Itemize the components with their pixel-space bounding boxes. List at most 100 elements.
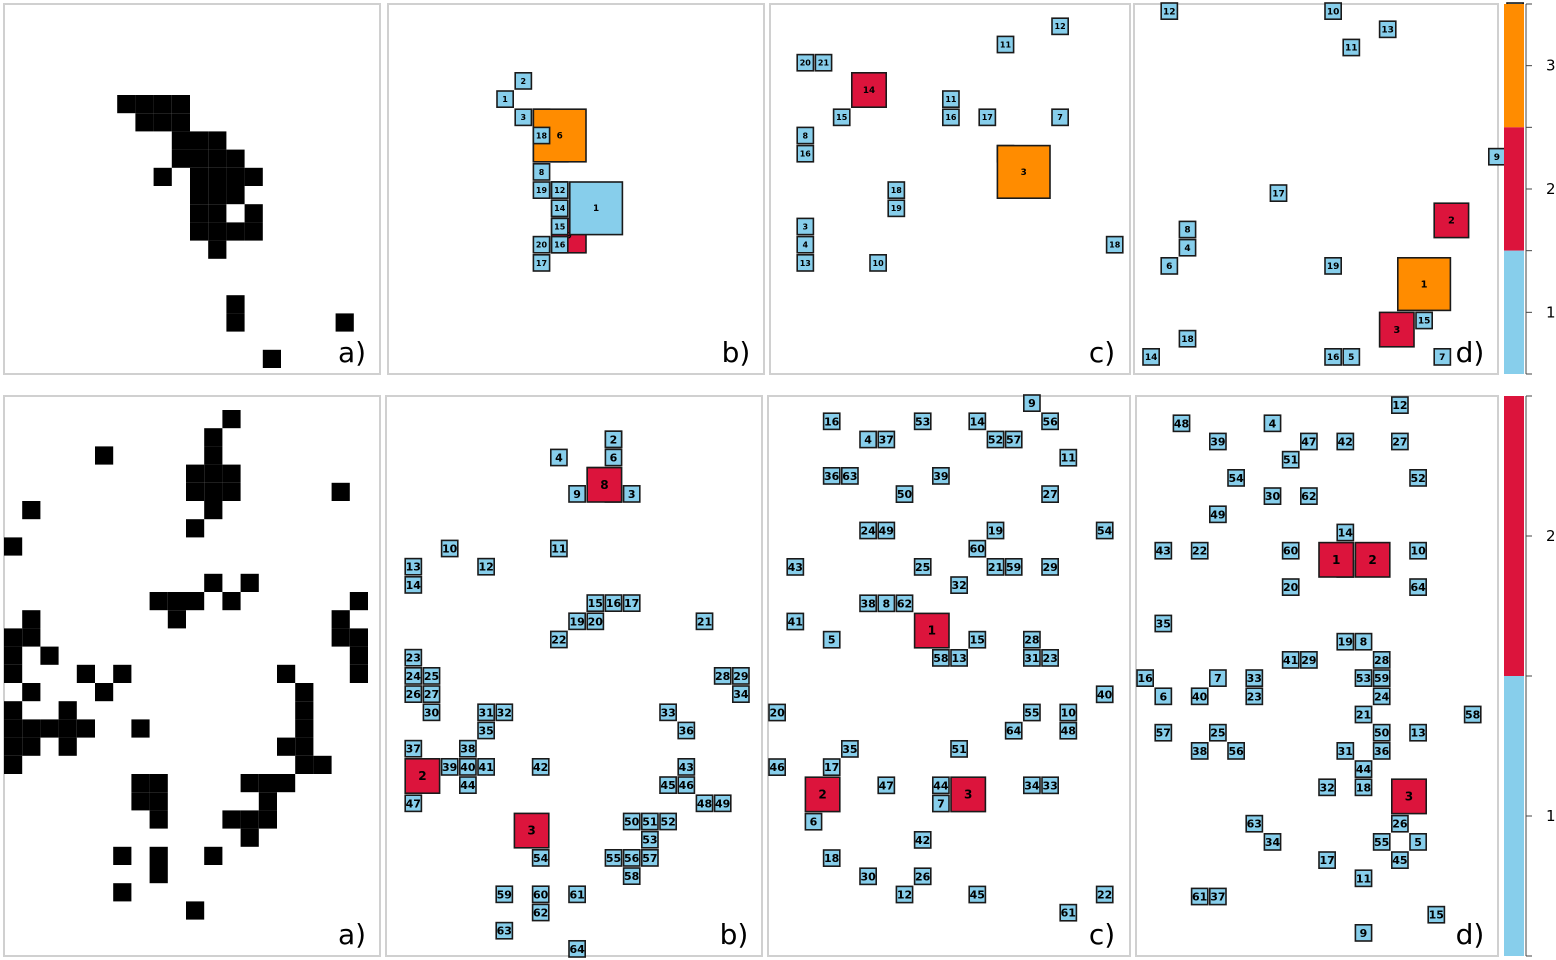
pixel xyxy=(186,482,205,501)
node-label: 10 xyxy=(873,259,885,268)
node-label: 35 xyxy=(478,724,493,737)
node-box xyxy=(731,666,750,685)
pixel xyxy=(76,719,95,738)
pixel xyxy=(226,313,245,332)
legend-row-1: 1 2 3 xyxy=(1504,3,1556,375)
panel-label-a-row1: a) xyxy=(338,336,366,369)
pixel xyxy=(167,592,186,611)
pixel xyxy=(4,646,23,665)
node-label: 3 xyxy=(964,787,972,801)
node-box xyxy=(786,612,805,631)
node-box xyxy=(1342,347,1361,366)
pixel xyxy=(4,755,23,774)
node-box xyxy=(913,557,932,576)
node-label: 25 xyxy=(1210,727,1225,740)
node-box xyxy=(869,254,888,272)
node-box xyxy=(1105,235,1124,254)
pixel xyxy=(349,664,368,683)
node-box xyxy=(477,703,496,722)
pixel xyxy=(186,592,205,611)
node-label: 7 xyxy=(1439,353,1445,363)
node-label: 56 xyxy=(1228,745,1244,758)
node-label: 38 xyxy=(860,597,875,610)
node-box xyxy=(1324,256,1343,275)
node-label: 20 xyxy=(536,241,548,250)
node-label: 16 xyxy=(606,597,622,610)
pixel xyxy=(95,683,114,702)
node-label: 49 xyxy=(879,524,894,537)
node-label: 17 xyxy=(1272,189,1285,199)
node-label: 19 xyxy=(1338,636,1353,649)
node-box xyxy=(968,630,987,649)
node-box xyxy=(1142,347,1161,366)
node-label: 16 xyxy=(1137,672,1153,685)
node-box xyxy=(404,575,423,594)
node-label: 9 xyxy=(1494,153,1500,163)
node-box xyxy=(796,235,815,254)
node-box xyxy=(859,594,878,613)
pixel xyxy=(153,95,172,114)
node-label: 14 xyxy=(406,579,422,592)
node-box xyxy=(404,739,423,758)
pixel xyxy=(113,664,132,683)
node-label: 39 xyxy=(933,470,948,483)
node-label: 25 xyxy=(915,561,930,574)
pixel xyxy=(222,464,241,483)
node-label: 8 xyxy=(882,597,890,610)
node-box xyxy=(1263,832,1282,851)
pixel xyxy=(131,774,150,793)
node-label: 18 xyxy=(891,186,903,195)
node-box xyxy=(695,794,714,813)
pixel xyxy=(4,537,23,556)
node-box xyxy=(859,430,878,449)
node-box xyxy=(968,539,987,558)
pixel xyxy=(331,628,350,647)
node-box xyxy=(796,217,815,236)
pixel xyxy=(240,573,259,592)
node-label: 3 xyxy=(1021,168,1027,178)
pixel xyxy=(208,131,227,150)
node-label: 8 xyxy=(539,168,545,177)
node-label: 62 xyxy=(1301,490,1316,503)
pixel xyxy=(171,113,190,132)
node-label: 14 xyxy=(970,415,986,428)
node-box xyxy=(1354,541,1391,578)
node-box xyxy=(568,181,624,236)
node-label: 4 xyxy=(1269,417,1277,430)
node-label: 31 xyxy=(478,706,493,719)
node-box xyxy=(1051,108,1070,127)
node-label: 32 xyxy=(1319,781,1334,794)
node-box xyxy=(1463,705,1482,724)
node-label: 58 xyxy=(624,870,639,883)
node-label: 42 xyxy=(1338,435,1353,448)
node-label: 44 xyxy=(460,779,476,792)
node-label: 53 xyxy=(642,834,657,847)
node-box xyxy=(677,757,696,776)
node-label: 27 xyxy=(1042,488,1057,501)
pixel xyxy=(22,737,41,756)
node-box xyxy=(531,903,550,922)
node-label: 43 xyxy=(788,561,803,574)
node-label: 38 xyxy=(1192,745,1207,758)
node-label: 8 xyxy=(1360,636,1368,649)
panel-label-a-row2: a) xyxy=(338,918,366,951)
pixel xyxy=(204,464,223,483)
node-label: 64 xyxy=(1006,725,1022,738)
node-label: 1 xyxy=(1421,279,1428,290)
pixel xyxy=(135,95,154,114)
node-box xyxy=(586,466,623,503)
node-box xyxy=(1051,17,1070,36)
node-box xyxy=(404,757,441,794)
pixel xyxy=(117,95,136,114)
node-label: 22 xyxy=(551,633,566,646)
node-box xyxy=(659,703,678,722)
node-label: 1 xyxy=(928,624,936,638)
node-label: 54 xyxy=(1228,472,1244,485)
node-box xyxy=(532,181,551,200)
node-box xyxy=(1190,541,1209,560)
node-box xyxy=(1263,487,1282,506)
node-label: 6 xyxy=(610,451,618,464)
pixel xyxy=(135,113,154,132)
node-box xyxy=(458,776,477,795)
